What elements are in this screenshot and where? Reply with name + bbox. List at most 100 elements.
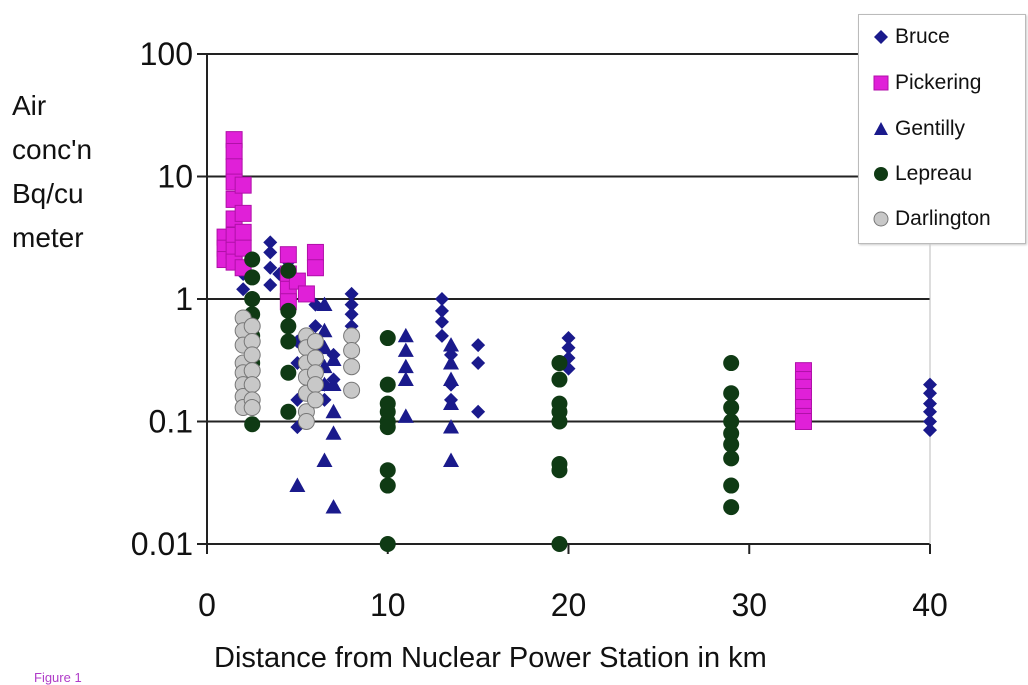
y-tick-label: 100	[140, 36, 193, 72]
legend-label: Pickering	[895, 71, 982, 94]
bruce-point	[434, 328, 449, 343]
circle-icon	[871, 209, 891, 229]
axes	[197, 53, 931, 554]
darlington-point	[243, 346, 261, 364]
lepreau-point	[379, 419, 396, 436]
pickering-point	[234, 176, 252, 194]
legend-label: Gentilly	[895, 117, 966, 140]
legend-label: Bruce	[895, 25, 950, 48]
legend: Bruce Pickering Gentilly Lepreau Darling…	[858, 14, 1026, 244]
lepreau-point	[280, 333, 297, 350]
bruce-point	[263, 235, 278, 250]
lepreau-point	[244, 416, 261, 433]
lepreau-point	[280, 318, 297, 335]
bruce-point	[923, 386, 937, 401]
lepreau-point	[723, 477, 740, 494]
lepreau-point	[723, 399, 740, 416]
bruce-point	[344, 307, 359, 322]
y-tick-label: 1	[175, 281, 193, 317]
tick-labels: 0.01 0.1 1 10 100 0 10 20 30 40	[131, 36, 948, 623]
x-tick-label: 20	[551, 587, 587, 623]
gentilly-point	[325, 351, 342, 367]
legend-label: Lepreau	[895, 162, 973, 185]
pickering-point	[234, 223, 252, 241]
legend-item-bruce: Bruce	[871, 25, 950, 49]
lepreau-point	[280, 403, 297, 420]
bruce-point	[434, 303, 449, 318]
pickering-point	[279, 246, 297, 264]
legend-item-lepreau: Lepreau	[871, 162, 972, 186]
darlington-point	[306, 349, 324, 367]
bruce-point	[344, 297, 359, 312]
lepreau-point	[379, 462, 396, 479]
lepreau-point	[280, 302, 297, 319]
gentilly-point	[397, 408, 414, 423]
legend-label: Darlington	[895, 207, 991, 230]
circle-icon	[871, 164, 891, 184]
lepreau-point	[551, 536, 568, 552]
lepreau-point	[723, 425, 740, 442]
lepreau-point	[723, 450, 740, 467]
y-axis-label: Air conc'n Bq/cu meter	[12, 90, 93, 253]
bruce-point	[923, 396, 937, 411]
pickering-point	[234, 204, 252, 222]
y-tick-label: 0.1	[149, 404, 193, 440]
bruce-point	[561, 331, 576, 346]
legend-item-darlington: Darlington	[871, 207, 991, 231]
gentilly-point	[443, 452, 460, 467]
darlington-point	[306, 376, 324, 394]
diamond-icon	[871, 27, 891, 47]
gentilly-point	[325, 376, 342, 392]
pickering-point	[288, 272, 306, 290]
lepreau-point	[551, 371, 568, 388]
gentilly-point	[325, 403, 342, 419]
darlington-point	[343, 327, 361, 345]
x-tick-label: 10	[370, 587, 406, 623]
pickering-point	[225, 142, 243, 160]
gentilly-point	[397, 327, 414, 343]
gentilly-point	[443, 395, 460, 410]
gentilly-point	[316, 322, 333, 338]
darlington-point	[297, 413, 315, 430]
bruce-point	[923, 404, 937, 419]
x-tick-label: 40	[912, 587, 948, 623]
lepreau-point	[280, 364, 297, 381]
bruce-point	[434, 292, 449, 306]
lepreau-point	[723, 355, 740, 372]
gentilly-point	[397, 358, 414, 374]
darlington-point	[306, 332, 324, 350]
lepreau-point	[244, 291, 261, 307]
gentilly-point	[325, 499, 342, 514]
lepreau-point	[244, 251, 261, 268]
lepreau-point	[379, 536, 396, 552]
gentilly-point	[443, 419, 460, 434]
darlington-point	[243, 376, 261, 394]
bruce-point	[434, 314, 449, 329]
lepreau-point	[551, 462, 568, 479]
bruce-point	[923, 423, 937, 438]
lepreau-point	[379, 330, 396, 347]
legend-item-pickering: Pickering	[871, 71, 981, 95]
lepreau-point	[551, 413, 568, 430]
bruce-point	[263, 245, 278, 260]
pickering-point	[306, 243, 324, 261]
x-axis-label: Distance from Nuclear Power Station in k…	[214, 642, 767, 674]
gentilly-point	[443, 355, 460, 370]
lepreau-point	[723, 499, 740, 516]
pickering-point	[306, 259, 324, 277]
pickering-point	[225, 158, 243, 176]
darlington-point	[243, 317, 261, 335]
x-tick-label: 0	[198, 587, 216, 623]
lepreau-point	[379, 376, 396, 393]
gentilly-point	[397, 342, 414, 357]
gentilly-point	[325, 425, 342, 440]
lepreau-point	[723, 413, 740, 430]
darlington-point	[343, 381, 361, 399]
darlington-point	[343, 341, 361, 359]
data-points	[216, 131, 937, 552]
gentilly-point	[316, 296, 333, 312]
bruce-point	[561, 340, 576, 355]
bruce-point	[923, 414, 937, 429]
x-tick-label: 30	[731, 587, 767, 623]
